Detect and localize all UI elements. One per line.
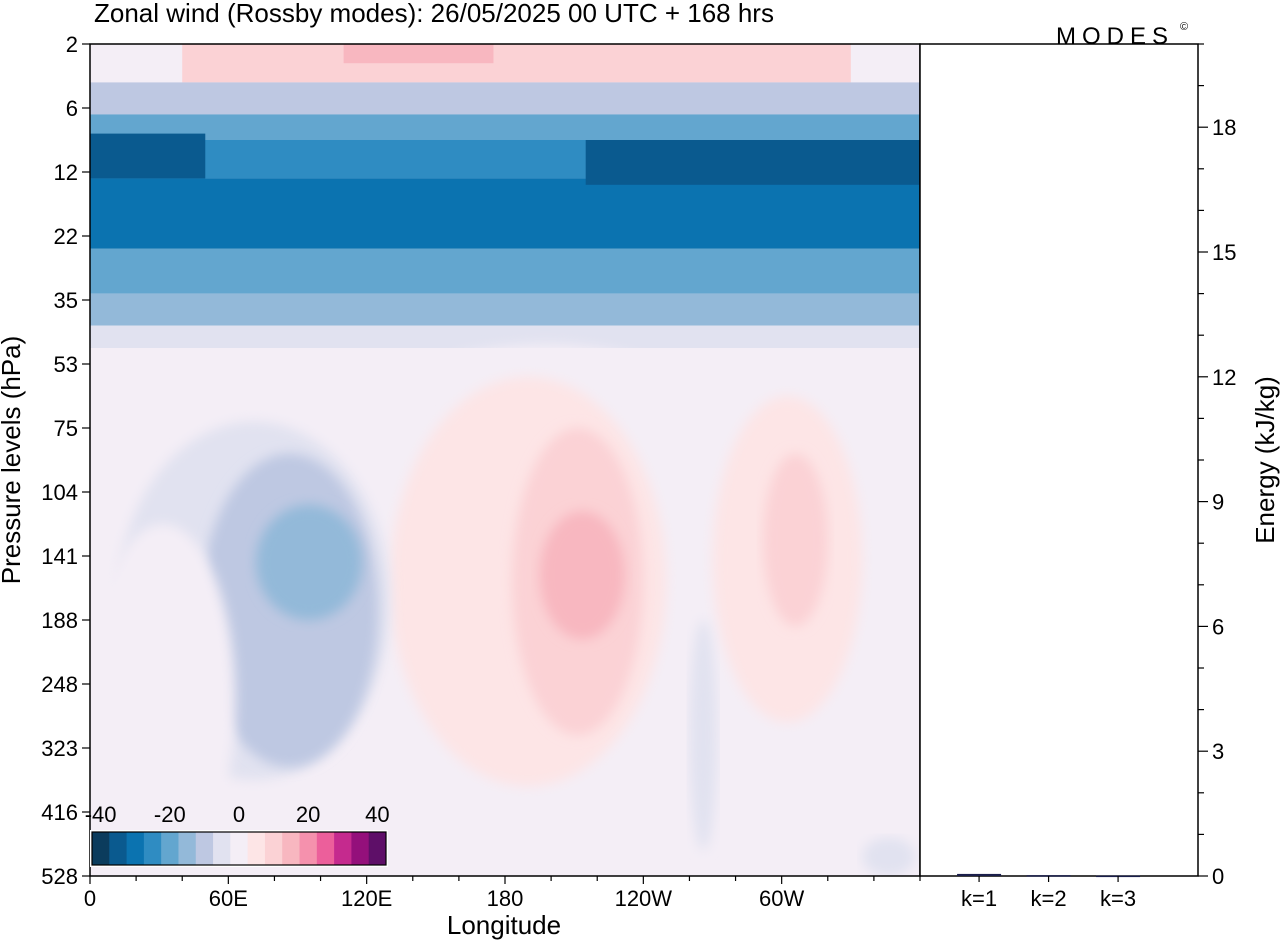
colorbar-swatch bbox=[126, 832, 145, 865]
colorbar-swatch bbox=[334, 832, 352, 865]
energy-tick-label: 18 bbox=[1212, 115, 1236, 140]
x-tick-label: 60W bbox=[759, 886, 804, 911]
x-tick-label: 180 bbox=[487, 886, 524, 911]
colorbar: -40 -20 0 20 40 bbox=[85, 802, 390, 867]
colorbar-swatch bbox=[282, 832, 301, 865]
chart-title: Zonal wind (Rossby modes): 26/05/2025 00… bbox=[94, 0, 774, 28]
energy-axis-ticks: 0 3 6 9 12 15 18 bbox=[1198, 43, 1236, 889]
contour-band bbox=[90, 325, 920, 348]
y-axis-ticks: 2 6 12 22 35 53 75 104 141 188 248 323 416 528 bbox=[41, 32, 90, 889]
y-tick-label: 6 bbox=[66, 96, 78, 121]
colorbar-swatch bbox=[351, 832, 370, 865]
energy-tick-label: 6 bbox=[1212, 614, 1224, 639]
colorbar-frame bbox=[91, 831, 387, 866]
colorbar-tick-label: -20 bbox=[154, 802, 186, 827]
energy-bars: k=1 k=2 k=3 bbox=[957, 873, 1141, 911]
colorbar-tick-label: 40 bbox=[365, 802, 389, 827]
x-axis-ticks: 0 60E 120E 180 120W 60W bbox=[84, 876, 921, 911]
colorbar-swatch bbox=[264, 832, 283, 865]
energy-panel: k=1 k=2 k=3 0 3 6 9 12 15 18 Energy (kJ/kg) bbox=[919, 43, 1280, 911]
contour-blob bbox=[689, 620, 718, 851]
x-axis-label: Longitude bbox=[447, 910, 561, 940]
heatmap-panel: 0 60E 120E 180 120W 60W 2 6 12 22 35 53 75 104 141 188… bbox=[0, 32, 921, 940]
colorbar-swatch bbox=[230, 832, 249, 865]
y-tick-label: 22 bbox=[54, 224, 78, 249]
y-axis-label: Pressure levels (hPa) bbox=[0, 336, 26, 585]
x-tick-label: 120W bbox=[615, 886, 673, 911]
y-tick-label: 416 bbox=[41, 800, 78, 825]
energy-tick-label: 15 bbox=[1212, 240, 1236, 265]
y-tick-label: 188 bbox=[41, 608, 78, 633]
contour-blob bbox=[763, 453, 828, 627]
energy-bar bbox=[1026, 875, 1071, 877]
energy-category-label: k=2 bbox=[1031, 886, 1067, 911]
brand-mark: © bbox=[1180, 21, 1188, 33]
energy-axis-label: Energy (kJ/kg) bbox=[1250, 376, 1280, 544]
contour-band bbox=[585, 140, 920, 185]
contour-band bbox=[182, 44, 851, 83]
contour-blob bbox=[256, 504, 363, 620]
colorbar-swatch bbox=[109, 832, 128, 865]
energy-tick-label: 9 bbox=[1212, 490, 1224, 515]
contour-fields bbox=[90, 44, 920, 876]
y-tick-label: 12 bbox=[54, 160, 78, 185]
contour-band bbox=[90, 114, 920, 140]
contour-blob bbox=[862, 837, 916, 876]
y-tick-label: 35 bbox=[54, 288, 78, 313]
contour-band bbox=[90, 293, 920, 326]
colorbar-swatch bbox=[195, 832, 214, 865]
energy-tick-label: 3 bbox=[1212, 739, 1224, 764]
x-tick-label: 120E bbox=[341, 886, 392, 911]
contour-band bbox=[90, 178, 920, 249]
colorbar-swatch bbox=[161, 832, 179, 865]
colorbar-tick-label: -40 bbox=[85, 802, 117, 827]
y-tick-label: 323 bbox=[41, 736, 78, 761]
contour-band bbox=[343, 44, 494, 64]
y-tick-label: 528 bbox=[41, 864, 78, 889]
y-tick-label: 141 bbox=[41, 544, 78, 569]
contour-blob bbox=[90, 524, 236, 876]
x-tick-label: 0 bbox=[84, 886, 96, 911]
colorbar-swatch bbox=[247, 832, 266, 865]
y-tick-label: 248 bbox=[41, 672, 78, 697]
contour-blob bbox=[539, 511, 625, 640]
energy-category-label: k=3 bbox=[1100, 886, 1136, 911]
y-tick-label: 104 bbox=[41, 480, 78, 505]
colorbar-swatch bbox=[178, 832, 197, 865]
colorbar-tick-label: 20 bbox=[296, 802, 320, 827]
energy-bar bbox=[957, 873, 1002, 876]
colorbar-tick-label: 0 bbox=[233, 802, 245, 827]
energy-frame bbox=[919, 43, 1199, 877]
energy-tick-label: 12 bbox=[1212, 365, 1236, 390]
colorbar-swatch bbox=[213, 832, 231, 865]
colorbar-swatch bbox=[143, 832, 162, 865]
colorbar-swatch bbox=[316, 832, 335, 865]
contour-band bbox=[90, 82, 920, 115]
colorbar-swatch bbox=[299, 832, 318, 865]
y-tick-label: 75 bbox=[54, 416, 78, 441]
colorbar-swatch bbox=[92, 832, 110, 865]
colorbar-swatch bbox=[368, 832, 387, 865]
y-tick-label: 53 bbox=[54, 352, 78, 377]
energy-tick-label: 0 bbox=[1212, 864, 1224, 889]
contour-band bbox=[90, 133, 206, 179]
y-tick-label: 2 bbox=[66, 32, 78, 57]
energy-category-label: k=1 bbox=[961, 886, 997, 911]
contour-band bbox=[90, 248, 920, 294]
x-tick-label: 60E bbox=[209, 886, 248, 911]
